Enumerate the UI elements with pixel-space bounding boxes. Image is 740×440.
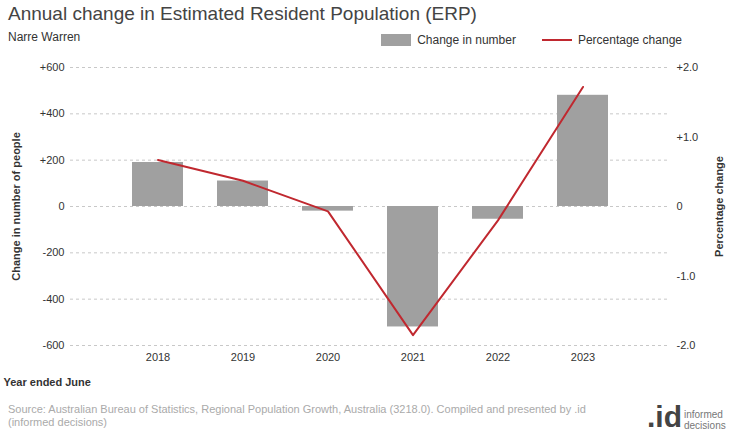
svg-text:Percentage change: Percentage change [713, 156, 725, 257]
html-text:Annual change in Estimated Res: Annual change in Estimated Resident Popu… [8, 3, 477, 24]
svg-text:-2.0: -2.0 [677, 339, 696, 351]
html-text:Change in number: Change in number [417, 33, 516, 47]
svg-text:-600: -600 [42, 339, 64, 351]
svg-text:-400: -400 [42, 293, 64, 305]
svg-text:Year ended June: Year ended June [4, 376, 91, 388]
html-text:Narre Warren: Narre Warren [8, 30, 81, 44]
svg-text:2023: 2023 [571, 351, 595, 363]
svg-text:-1.0: -1.0 [677, 270, 696, 282]
svg-text:2018: 2018 [146, 351, 170, 363]
svg-text:2021: 2021 [401, 351, 425, 363]
svg-text:+1.0: +1.0 [677, 131, 699, 143]
svg-text:+200: +200 [40, 154, 65, 166]
svg-text:2019: 2019 [231, 351, 255, 363]
svg-text:2022: 2022 [486, 351, 510, 363]
svg-text:Change in number of people: Change in number of people [10, 132, 22, 281]
svg-text:+400: +400 [40, 107, 65, 119]
svg-text:+2.0: +2.0 [677, 61, 699, 73]
html-text:Source: Australian Bureau of S: Source: Australian Bureau of Statistics,… [8, 403, 586, 428]
html-text:Percentage change: Percentage change [577, 33, 682, 47]
html-text:informed decisions: informed decisions [684, 409, 726, 431]
svg-text:-200: -200 [42, 246, 64, 258]
svg-text:0: 0 [677, 200, 683, 212]
html-text:.id: .id [647, 400, 682, 433]
svg-text:+600: +600 [40, 61, 65, 73]
svg-text:0: 0 [58, 200, 64, 212]
svg-text:2020: 2020 [316, 351, 340, 363]
